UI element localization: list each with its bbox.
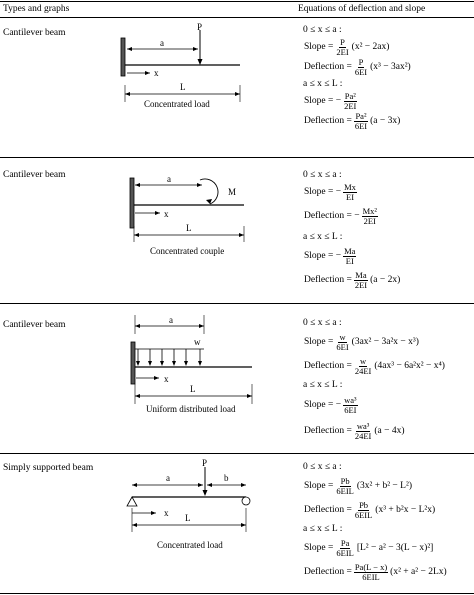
label-M: M bbox=[228, 187, 236, 197]
slope-1: Slope = P 2EI (x² − 2ax) bbox=[304, 36, 390, 57]
label-a: a bbox=[169, 315, 173, 325]
row-4-diagram: P a b x L Concentrated load bbox=[112, 456, 268, 566]
label-a: a bbox=[167, 174, 171, 184]
row-2-diagram: a M x L Concentrated couple bbox=[112, 168, 268, 298]
slope-1: Slope = Pb 6EIL (3x² + b² − L²) bbox=[304, 475, 412, 496]
label-x: x bbox=[164, 209, 169, 219]
distributed-load-arrows bbox=[137, 349, 201, 363]
header-equations: Equations of deflection and slope bbox=[298, 4, 426, 14]
row-1-label: Cantilever beam bbox=[3, 28, 66, 38]
slope-2: Slope = − Pa² 2EI bbox=[304, 90, 357, 111]
label-P: P bbox=[197, 22, 202, 32]
row-1-equations: 0 ≤ x ≤ a : Slope = P 2EI (x² − 2ax) Defl… bbox=[303, 23, 412, 131]
row-3-diagram: a w x L Uniform distributed load bbox=[112, 312, 268, 452]
row-3-label: Cantilever beam bbox=[3, 320, 66, 330]
condition-1: 0 ≤ x ≤ a : bbox=[303, 462, 342, 472]
label-L: L bbox=[180, 82, 186, 92]
deflection-1: Deflection = Pb 6EIL (x³ + b²x − L²x) bbox=[304, 499, 436, 520]
row-4-label: Simply supported beam bbox=[3, 463, 94, 473]
wall-support bbox=[130, 341, 136, 385]
deflection-1: Deflection = w 24EI (4ax³ − 6a²x² − x⁴) bbox=[304, 355, 445, 376]
label-L: L bbox=[185, 513, 191, 523]
condition-2: a ≤ x ≤ L : bbox=[303, 380, 343, 390]
label-b: b bbox=[224, 473, 229, 483]
table-bottom-rule bbox=[0, 593, 474, 594]
row-2-rule bbox=[0, 303, 474, 304]
deflection-2: Deflection = Pa² 6EI (a − 3x) bbox=[304, 110, 401, 131]
condition-2: a ≤ x ≤ L : bbox=[303, 232, 343, 242]
label-P: P bbox=[202, 458, 207, 468]
row-1-diagram: P a x L Concentrated load bbox=[112, 20, 268, 155]
table-top-rule bbox=[0, 1, 474, 2]
row-1-caption: Concentrated load bbox=[144, 99, 210, 109]
deflection-1: Deflection = P 6EI (x³ − 3ax²) bbox=[304, 56, 411, 77]
row-3-equations: 0 ≤ x ≤ a : Slope = w 6EI (3ax² − 3a²x − … bbox=[303, 316, 446, 444]
label-x: x bbox=[164, 508, 169, 518]
row-4-equations: 0 ≤ x ≤ a : Slope = Pb 6EIL (3x² + b² − L… bbox=[303, 460, 448, 584]
condition-1: 0 ≤ x ≤ a : bbox=[303, 170, 342, 180]
pin-support bbox=[126, 496, 138, 507]
slope-1: Slope = − Mx EI bbox=[304, 181, 357, 202]
row-2-caption: Concentrated couple bbox=[150, 246, 225, 256]
row-1-rule bbox=[0, 157, 474, 158]
wall-support bbox=[120, 37, 126, 77]
slope-2: Slope = − wa³ 6EI bbox=[304, 394, 358, 415]
label-L: L bbox=[190, 384, 196, 394]
row-2-label: Cantilever beam bbox=[3, 170, 66, 180]
deflection-2: Deflection = Pa(L − x) 6EIL (x² + a² − 2L… bbox=[304, 561, 447, 582]
deflection-2: Deflection = Ma 2EI (a − 2x) bbox=[304, 269, 401, 290]
deflection-1: Deflection = − Mx² 2EI bbox=[304, 205, 378, 226]
label-L: L bbox=[186, 223, 192, 233]
condition-2: a ≤ x ≤ L : bbox=[303, 79, 343, 89]
condition-1: 0 ≤ x ≤ a : bbox=[303, 25, 342, 35]
slope-2: Slope = Pa 6EIL [L² − a² − 3(L − x)²] bbox=[304, 537, 434, 558]
roller-support bbox=[241, 496, 251, 506]
row-3-rule bbox=[0, 453, 474, 454]
label-a: a bbox=[160, 38, 164, 48]
wall-support bbox=[129, 177, 135, 229]
condition-1: 0 ≤ x ≤ a : bbox=[303, 318, 342, 328]
label-x: x bbox=[164, 374, 169, 384]
label-a: a bbox=[166, 473, 170, 483]
slope-2: Slope = − Ma EI bbox=[304, 245, 357, 266]
couple-arrow-M bbox=[199, 178, 219, 205]
slope-1: Slope = w 6EI (3ax² − 3a²x − x³) bbox=[304, 331, 419, 352]
deflection-2: Deflection = wa³ 24EI (a − 4x) bbox=[304, 420, 405, 441]
header-types-and-graphs: Types and graphs bbox=[3, 4, 70, 14]
header-rule bbox=[0, 17, 474, 18]
label-w: w bbox=[194, 337, 201, 347]
row-4-caption: Concentrated load bbox=[157, 540, 223, 550]
row-2-equations: 0 ≤ x ≤ a : Slope = − Mx EI Deflection = … bbox=[303, 168, 401, 292]
condition-2: a ≤ x ≤ L : bbox=[303, 524, 343, 534]
label-x: x bbox=[154, 68, 159, 78]
row-3-caption: Uniform distributed load bbox=[146, 404, 236, 414]
